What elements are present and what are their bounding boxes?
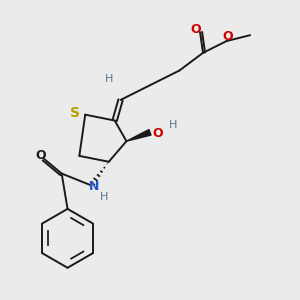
Text: O: O bbox=[36, 149, 46, 162]
Text: O: O bbox=[152, 127, 163, 140]
Text: S: S bbox=[70, 106, 80, 120]
Text: H: H bbox=[100, 192, 109, 202]
Text: H: H bbox=[169, 120, 178, 130]
Text: O: O bbox=[223, 30, 233, 43]
Text: O: O bbox=[190, 23, 201, 36]
Text: H: H bbox=[105, 74, 113, 84]
Text: N: N bbox=[89, 180, 99, 193]
Polygon shape bbox=[126, 130, 151, 141]
